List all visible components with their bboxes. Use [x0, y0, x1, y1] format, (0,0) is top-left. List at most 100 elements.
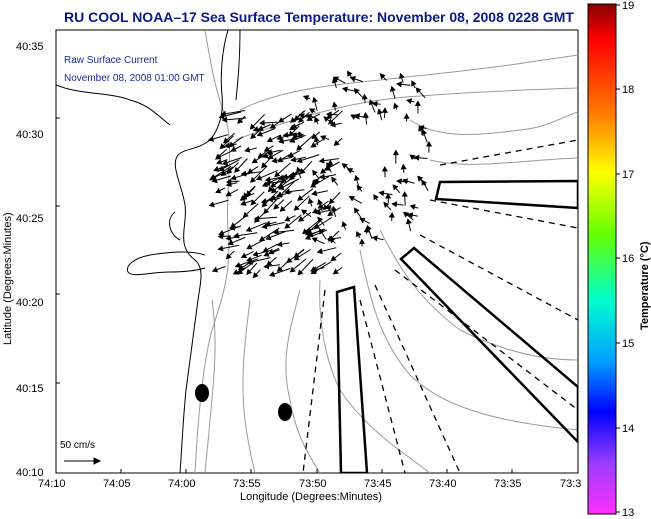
current-vector-head: [261, 162, 268, 169]
current-vector-head: [298, 116, 305, 123]
current-vector-head: [353, 207, 360, 214]
current-vector-head: [271, 157, 278, 164]
current-vector-head: [348, 196, 356, 202]
current-vector-head: [257, 152, 264, 159]
subtitle-line1: Raw Surface Current: [64, 55, 158, 66]
current-vector-head: [278, 137, 285, 144]
blob-west: [195, 384, 209, 402]
current-vector-head: [381, 165, 388, 172]
current-vector-head: [252, 250, 259, 257]
colorbar-tick-4: 15: [622, 338, 634, 350]
current-vector-head: [413, 154, 420, 161]
current-vector-head: [273, 229, 279, 236]
current-vector-head: [278, 184, 285, 190]
current-vector-head: [332, 268, 339, 275]
current-vector-head: [256, 130, 263, 137]
current-vector-head: [356, 230, 362, 238]
current-vector-head: [208, 201, 215, 208]
y-axis-label: Latitude (Degrees:Minutes): [2, 212, 14, 345]
current-vector-head: [317, 216, 324, 223]
current-vector-head: [276, 241, 283, 248]
current-vector-head: [295, 166, 302, 173]
current-vector-head: [401, 191, 408, 197]
current-vector-head: [262, 152, 269, 159]
colorbar-tick-5: 14: [622, 423, 634, 435]
current-vector-head: [245, 190, 252, 197]
current-vector-head: [327, 159, 334, 166]
current-vector-head: [311, 190, 318, 197]
current-vector-head: [297, 269, 304, 276]
current-vector-head: [310, 142, 317, 148]
current-vector-head: [391, 201, 398, 208]
current-vector-head: [310, 266, 317, 272]
current-vector-head: [263, 251, 270, 257]
current-vector-head: [353, 88, 360, 95]
current-vector-head: [250, 176, 257, 183]
colorbar-tick-0: 19: [622, 0, 634, 12]
current-vector-head: [406, 98, 413, 105]
current-vector-head: [371, 100, 378, 107]
current-vector-head: [269, 194, 276, 201]
current-vector-head: [226, 168, 233, 175]
x-axis: [55, 469, 513, 473]
current-vector-head: [347, 70, 353, 77]
colorbar-label: Temperature (°C): [639, 241, 651, 330]
current-vector-head: [395, 81, 402, 88]
current-vector-head: [350, 114, 357, 120]
x-tick-2: 74:00: [168, 478, 196, 490]
current-vector-head: [341, 221, 348, 228]
current-vector-head: [320, 135, 327, 141]
current-vector-head: [279, 205, 286, 212]
current-vector-head: [409, 204, 416, 210]
current-vector-head: [269, 271, 276, 277]
current-vector-head: [385, 192, 392, 199]
current-vector-head: [242, 211, 249, 218]
current-vector-head: [217, 233, 224, 240]
x-tick-0: 74:10: [38, 478, 66, 490]
current-vector-head: [361, 93, 368, 100]
y-axis: [56, 29, 60, 474]
current-vector-head: [264, 176, 271, 183]
current-vector-head: [215, 187, 222, 194]
current-vector-head: [313, 136, 320, 143]
x-tick-7: 73:35: [494, 478, 522, 490]
current-vector-head: [304, 234, 311, 240]
coastline: [56, 30, 241, 473]
current-vector-head: [291, 133, 298, 140]
current-vector-head: [312, 178, 319, 185]
current-vector-head: [225, 235, 232, 242]
colorbar-tick-3: 16: [622, 253, 634, 265]
current-vector-head: [252, 272, 259, 279]
current-vector-head: [297, 195, 304, 201]
current-vector-head: [325, 204, 332, 211]
map-title: RU COOL NOAA–17 Sea Surface Temperature:…: [64, 9, 574, 25]
current-vector-head: [329, 121, 336, 128]
current-vector-head: [210, 174, 217, 180]
y-tick-4: 40:15: [16, 383, 44, 395]
current-vector-head: [319, 173, 326, 180]
coverage-sectors: [335, 179, 578, 473]
colorbar-ticks: [616, 4, 620, 513]
current-vector-head: [403, 113, 410, 119]
y-tick-5: 40:10: [16, 467, 44, 479]
current-vector-head: [261, 201, 268, 208]
current-vector-head: [366, 224, 372, 231]
current-vector-head: [307, 197, 314, 205]
current-vector-head: [269, 123, 277, 129]
current-vector-head: [217, 245, 224, 252]
current-vector-head: [240, 200, 247, 206]
current-vector-head: [362, 111, 369, 118]
current-vector-head: [232, 269, 240, 275]
current-vector-head: [276, 134, 283, 141]
current-vector-head: [331, 205, 338, 212]
current-vector-head: [225, 190, 232, 197]
current-vector-head: [253, 216, 261, 223]
current-vector-head: [298, 131, 304, 138]
current-vector-head: [290, 156, 297, 163]
current-vector-head: [261, 223, 268, 230]
current-vector-head: [396, 178, 402, 185]
x-tick-8: 73:3: [560, 478, 581, 490]
current-vector-head: [245, 226, 252, 232]
current-vector-head: [379, 73, 386, 80]
